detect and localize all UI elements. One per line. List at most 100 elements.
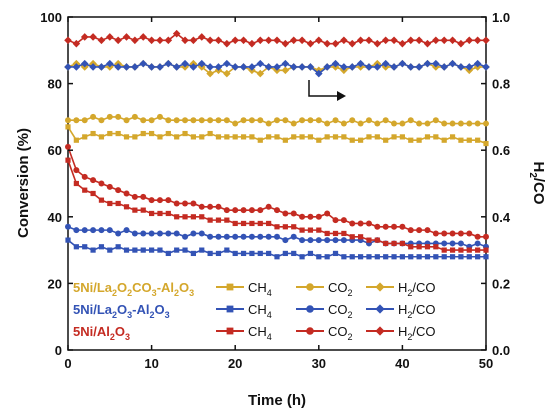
x-tick-label: 50 xyxy=(479,356,493,371)
data-point xyxy=(449,230,456,237)
data-point xyxy=(383,240,389,247)
data-point xyxy=(365,63,373,71)
data-point xyxy=(207,217,213,223)
data-point xyxy=(197,59,206,68)
data-point xyxy=(391,134,397,140)
data-point xyxy=(266,250,272,257)
data-point xyxy=(265,203,272,210)
data-point xyxy=(107,130,113,137)
data-point xyxy=(115,113,122,120)
data-point xyxy=(408,137,414,143)
data-point xyxy=(282,237,289,244)
data-point xyxy=(173,200,180,207)
data-point xyxy=(475,137,481,143)
data-point xyxy=(190,230,197,237)
y2-tick-label: 0.6 xyxy=(492,143,510,158)
data-point xyxy=(482,63,490,71)
data-point xyxy=(281,39,290,48)
data-point xyxy=(97,36,106,45)
data-point xyxy=(172,29,181,38)
data-point xyxy=(349,117,356,124)
data-point xyxy=(73,244,79,250)
x-tick-label: 10 xyxy=(144,356,158,371)
data-point xyxy=(441,120,448,127)
data-point xyxy=(199,214,205,220)
data-point xyxy=(81,173,88,180)
data-point xyxy=(149,210,155,217)
data-point xyxy=(307,250,314,257)
data-point xyxy=(131,63,139,71)
series-2-co2 xyxy=(65,143,489,240)
data-point xyxy=(383,137,389,143)
data-point xyxy=(391,223,398,230)
data-point xyxy=(474,233,481,240)
data-point xyxy=(357,120,364,127)
data-point xyxy=(483,247,489,253)
series-line xyxy=(67,146,486,238)
data-point xyxy=(190,250,196,257)
data-point xyxy=(106,183,113,190)
data-point xyxy=(257,250,263,257)
data-point xyxy=(373,63,382,71)
data-point xyxy=(341,134,347,140)
data-point xyxy=(406,36,415,45)
data-point xyxy=(340,217,347,224)
data-point xyxy=(232,134,238,140)
x-tick-label: 40 xyxy=(395,356,409,371)
data-point xyxy=(441,240,448,247)
data-point xyxy=(381,36,390,45)
data-point xyxy=(415,36,423,45)
data-point xyxy=(273,63,281,71)
data-point xyxy=(281,59,290,68)
y2-tick-label: 0.2 xyxy=(492,276,510,291)
data-point xyxy=(383,254,389,260)
data-point xyxy=(266,134,272,140)
data-point xyxy=(399,134,405,140)
data-point xyxy=(307,134,314,140)
data-point xyxy=(365,36,373,45)
data-point xyxy=(340,63,348,71)
data-point xyxy=(223,39,231,48)
data-point xyxy=(223,59,231,68)
data-point xyxy=(106,227,113,234)
data-point xyxy=(324,237,331,244)
data-point xyxy=(432,36,440,45)
legend-marker xyxy=(306,283,314,291)
data-point xyxy=(474,240,481,247)
series-1-h2-co xyxy=(64,59,490,78)
data-point xyxy=(299,213,306,220)
data-point xyxy=(65,223,71,230)
data-point xyxy=(306,63,315,71)
data-point xyxy=(240,250,247,257)
data-point xyxy=(132,207,138,213)
data-point xyxy=(449,247,456,253)
data-point xyxy=(189,63,198,71)
data-point xyxy=(98,244,105,250)
data-point xyxy=(390,63,398,71)
data-point xyxy=(106,33,114,41)
data-point xyxy=(399,254,405,260)
data-point xyxy=(416,137,422,143)
data-point xyxy=(257,137,263,143)
data-point xyxy=(348,39,357,48)
data-point xyxy=(332,134,339,140)
data-point xyxy=(398,59,407,68)
data-point xyxy=(273,36,281,45)
data-point xyxy=(131,193,138,200)
data-point xyxy=(223,69,231,78)
data-point xyxy=(473,36,482,45)
data-point xyxy=(139,59,148,68)
data-point xyxy=(282,224,288,230)
data-point xyxy=(408,244,414,250)
data-point xyxy=(156,36,164,45)
legend-marker xyxy=(226,327,234,335)
data-point xyxy=(115,187,122,194)
data-point xyxy=(341,230,347,237)
data-point xyxy=(282,250,288,257)
series-0-co2 xyxy=(65,113,489,127)
data-point xyxy=(65,237,71,243)
data-point xyxy=(423,39,432,48)
data-point xyxy=(232,220,238,227)
data-point xyxy=(73,117,80,124)
